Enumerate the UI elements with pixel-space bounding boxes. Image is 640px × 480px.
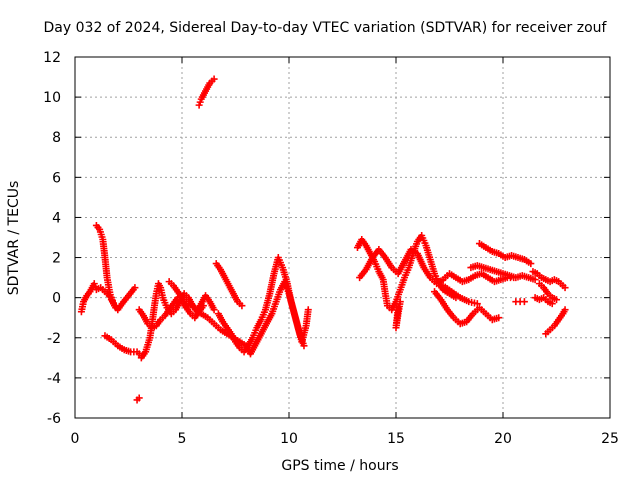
y-tick-label: -4 [47, 371, 61, 387]
data-point [300, 342, 308, 350]
data-point [473, 300, 481, 308]
series-trace-u [531, 294, 556, 308]
series-trace-b [92, 221, 120, 312]
series-trace-o [439, 282, 481, 308]
y-tick-labels: -6 -4 -2 0 2 4 6 8 10 12 [43, 50, 61, 427]
series-trace-m [392, 298, 404, 332]
series-trace-h [214, 254, 308, 356]
y-tick-label: -2 [47, 331, 61, 347]
grid [75, 57, 610, 418]
data-marks [77, 75, 569, 404]
data-point [210, 306, 218, 314]
tick-marks [74, 56, 611, 419]
data-point [553, 296, 560, 304]
series-trace-s [529, 268, 569, 292]
data-point [135, 394, 143, 402]
data-point [527, 260, 535, 268]
plot-frame [74, 56, 611, 419]
series-trace-j [195, 75, 218, 109]
series-trace-l [356, 246, 518, 288]
data-point [131, 284, 139, 292]
x-tick-label: 10 [280, 431, 298, 447]
y-tick-label: -6 [47, 411, 61, 427]
x-tick-label: 15 [387, 431, 405, 447]
x-tick-label: 0 [71, 431, 80, 447]
series-trace-t [535, 280, 560, 304]
y-tick-label: 12 [43, 50, 61, 66]
y-tick-label: 8 [52, 130, 61, 146]
series-trace-k [353, 231, 460, 314]
data-point [561, 284, 569, 292]
series-trace-c [101, 332, 145, 360]
series-trace-r [512, 298, 528, 306]
y-tick-label: 4 [52, 210, 61, 226]
y-axis-label: SDTVAR / TECUs [6, 181, 22, 296]
y-tick-label: 2 [52, 251, 61, 267]
series-trace-i [212, 260, 246, 310]
data-point [199, 302, 207, 310]
series-trace-p [475, 240, 535, 268]
data-point [396, 298, 404, 306]
x-tick-label: 5 [178, 431, 187, 447]
series-trace-f [135, 294, 207, 332]
x-axis-label: GPS time / hours [281, 458, 398, 474]
y-tick-label: 6 [52, 170, 61, 186]
data-point [561, 306, 569, 314]
data-point [238, 302, 246, 310]
data-point [548, 300, 556, 308]
data-point [210, 75, 218, 83]
series-trace-n [431, 288, 503, 328]
data-point [304, 306, 312, 314]
chart-title: Day 032 of 2024, Sidereal Day-to-day VTE… [44, 20, 608, 36]
series-trace-v [542, 306, 569, 338]
series-trace-d [133, 394, 143, 404]
y-tick-label: 10 [43, 90, 61, 106]
y-tick-label: 0 [52, 291, 61, 307]
data-point [495, 314, 503, 322]
series-trace-q [467, 262, 539, 284]
data-point [531, 276, 539, 284]
x-tick-label: 25 [601, 431, 619, 447]
data-point [520, 298, 528, 306]
data-point [112, 304, 120, 312]
x-tick-labels: 0 5 10 15 20 25 [71, 431, 619, 447]
x-tick-label: 20 [494, 431, 512, 447]
